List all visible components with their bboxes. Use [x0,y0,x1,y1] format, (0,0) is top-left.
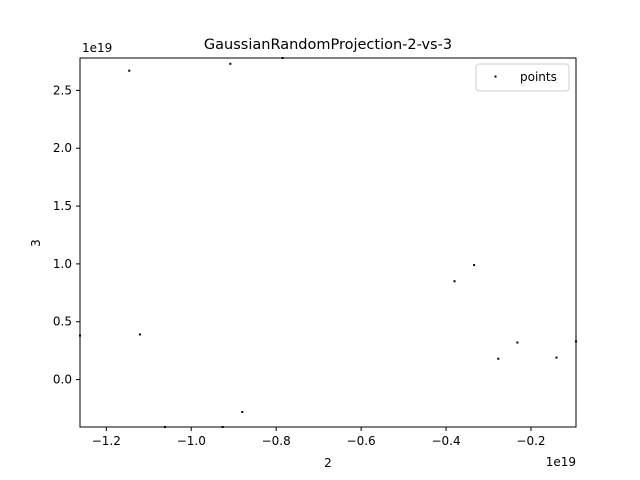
data-point [229,62,232,65]
legend: points [475,63,570,92]
y-tick-label: 2.0 [53,141,72,155]
x-axis: −1.2 −1.0 −0.8 −0.6 −0.4 −0.2 [92,427,546,448]
x-tick-label: −0.6 [347,434,376,448]
y-axis-label: 3 [29,239,43,247]
legend-marker [494,75,497,78]
data-point [128,69,131,72]
data-point [241,410,244,413]
data-point [473,264,476,267]
data-point [555,356,558,359]
y-offset-text: 1e19 [82,41,112,55]
legend-box [475,63,570,92]
chart-title: GaussianRandomProjection-2-vs-3 [204,37,452,53]
x-tick-label: −1.0 [177,434,206,448]
data-point [497,357,500,360]
data-point [138,333,141,336]
x-tick-label: −0.4 [431,434,460,448]
x-tick-label: −0.2 [516,434,545,448]
legend-label: points [520,70,557,84]
x-tick-label: −0.8 [262,434,291,448]
y-tick-label: 0.0 [53,373,72,387]
y-tick-label: 2.5 [53,83,72,97]
y-tick-label: 0.5 [53,315,72,329]
y-axis: 0.0 0.5 1.0 1.5 2.0 2.5 [53,83,80,387]
y-tick-label: 1.5 [53,199,72,213]
y-tick-label: 1.0 [53,257,72,271]
x-axis-label: 2 [324,456,332,470]
x-offset-text: 1e19 [546,455,576,469]
data-point [453,280,456,283]
x-tick-label: −1.2 [92,434,121,448]
plot-frame [79,57,577,428]
data-point [516,341,519,344]
